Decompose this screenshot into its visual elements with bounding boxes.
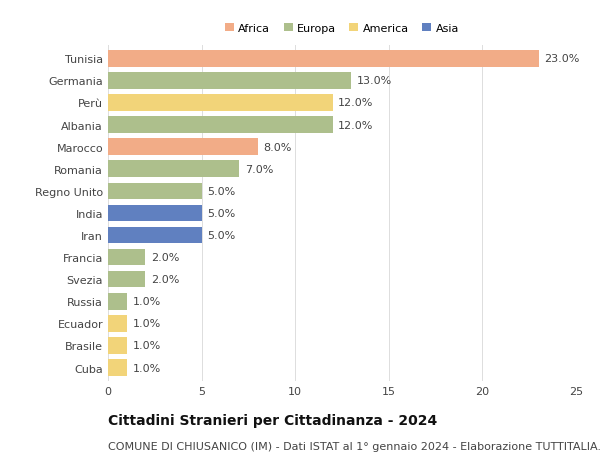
Bar bbox=[108, 271, 145, 288]
Text: 23.0%: 23.0% bbox=[544, 54, 580, 64]
Text: 1.0%: 1.0% bbox=[133, 319, 161, 329]
Bar bbox=[108, 95, 332, 112]
Text: 5.0%: 5.0% bbox=[207, 230, 235, 241]
Bar bbox=[108, 293, 127, 310]
Bar bbox=[108, 73, 352, 90]
Text: 5.0%: 5.0% bbox=[207, 186, 235, 196]
Text: COMUNE DI CHIUSANICO (IM) - Dati ISTAT al 1° gennaio 2024 - Elaborazione TUTTITA: COMUNE DI CHIUSANICO (IM) - Dati ISTAT a… bbox=[108, 441, 600, 451]
Bar bbox=[108, 117, 332, 134]
Text: 5.0%: 5.0% bbox=[207, 208, 235, 218]
Text: 2.0%: 2.0% bbox=[151, 252, 179, 263]
Bar bbox=[108, 227, 202, 244]
Bar bbox=[108, 337, 127, 354]
Bar bbox=[108, 315, 127, 332]
Bar bbox=[108, 205, 202, 222]
Bar bbox=[108, 51, 539, 67]
Bar bbox=[108, 139, 258, 156]
Text: 12.0%: 12.0% bbox=[338, 98, 374, 108]
Text: 12.0%: 12.0% bbox=[338, 120, 374, 130]
Text: 2.0%: 2.0% bbox=[151, 274, 179, 285]
Text: 1.0%: 1.0% bbox=[133, 341, 161, 351]
Text: 13.0%: 13.0% bbox=[357, 76, 392, 86]
Text: Cittadini Stranieri per Cittadinanza - 2024: Cittadini Stranieri per Cittadinanza - 2… bbox=[108, 413, 437, 427]
Legend: Africa, Europa, America, Asia: Africa, Europa, America, Asia bbox=[223, 21, 461, 36]
Bar bbox=[108, 249, 145, 266]
Text: 1.0%: 1.0% bbox=[133, 297, 161, 307]
Text: 7.0%: 7.0% bbox=[245, 164, 273, 174]
Bar bbox=[108, 183, 202, 200]
Bar bbox=[108, 359, 127, 376]
Bar bbox=[108, 161, 239, 178]
Text: 8.0%: 8.0% bbox=[263, 142, 292, 152]
Text: 1.0%: 1.0% bbox=[133, 363, 161, 373]
